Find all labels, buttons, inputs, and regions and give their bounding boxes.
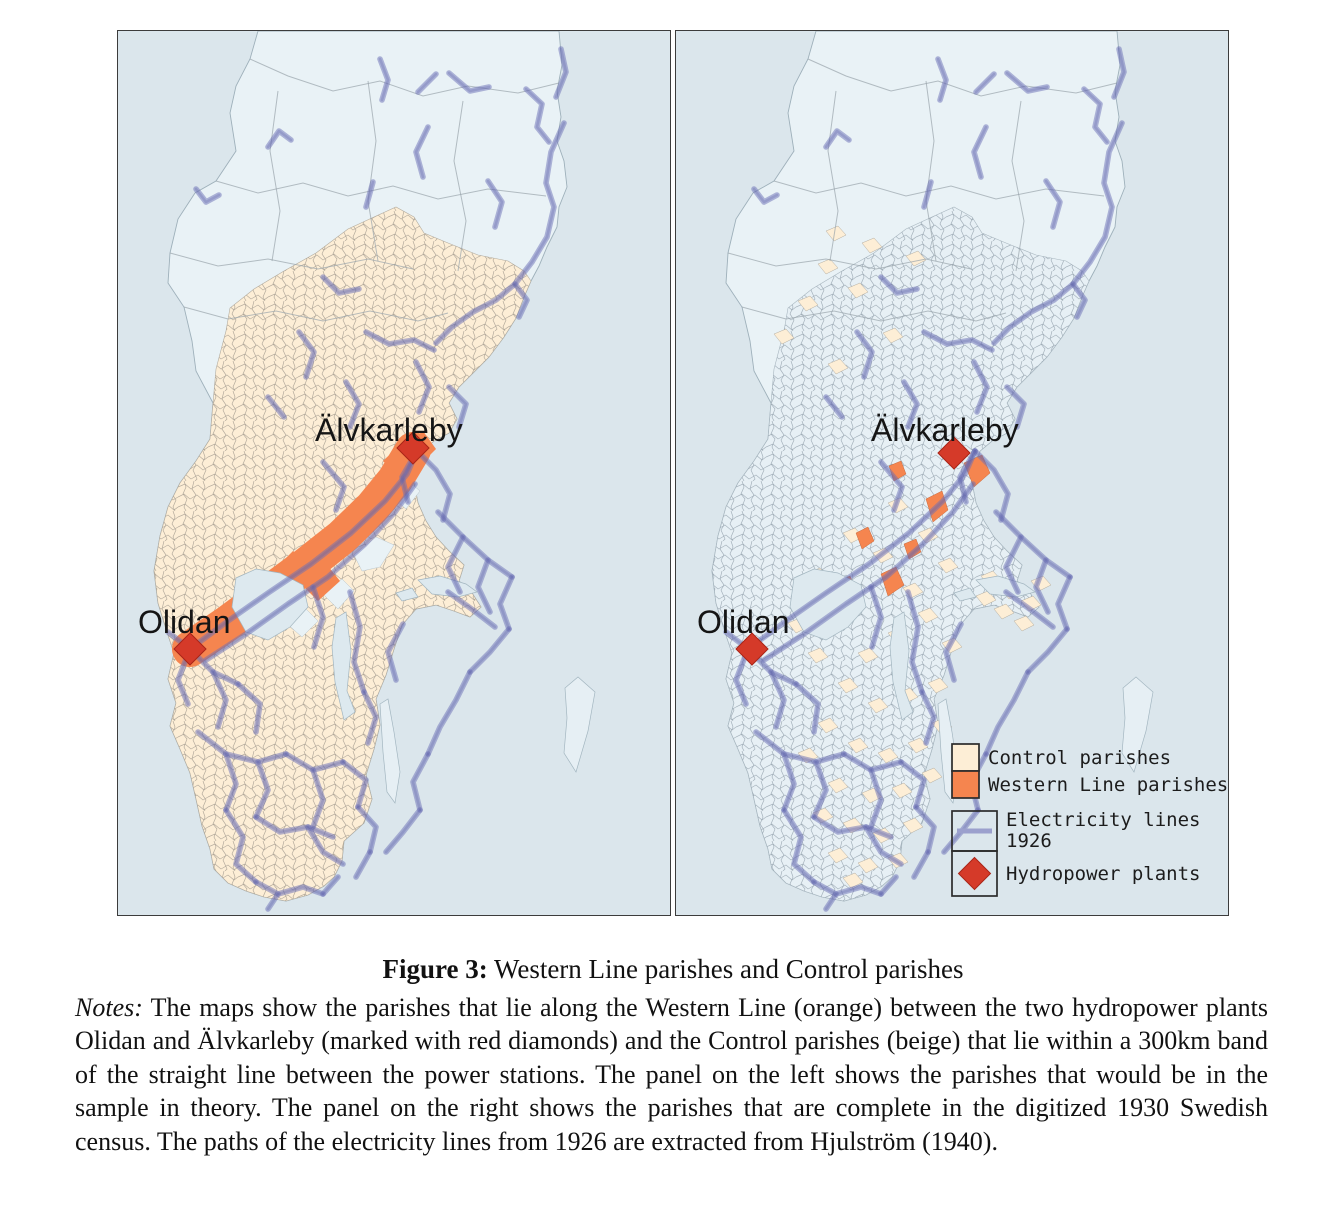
figure-maps: Älvkarleby Olidan — [117, 30, 1229, 916]
map-panel-left: Älvkarleby Olidan — [117, 30, 671, 916]
figure-notes: Notes: The maps show the parishes that l… — [75, 991, 1268, 1158]
legend-label-control: Control parishes — [988, 747, 1171, 769]
excluded-parish-patches — [285, 480, 421, 638]
alvkarleby-label-right: Älvkarleby — [871, 412, 1019, 448]
legend-swatch-hydropower — [951, 850, 998, 897]
legend-label-hydropower: Hydropower plants — [1006, 863, 1200, 885]
legend-swatch-control — [951, 743, 980, 772]
legend-label-western-line: Western Line parishes — [988, 774, 1228, 796]
legend-label-electricity-lines: Electricity lines — [1006, 809, 1200, 831]
figure-notes-text: The maps show the parishes that lie alon… — [75, 993, 1268, 1156]
figure-caption-label: Figure 3: — [382, 954, 488, 984]
map-panel-right: Älvkarleby Olidan Control parishes Weste… — [675, 30, 1229, 916]
figure-caption: Figure 3: Western Line parishes and Cont… — [117, 953, 1229, 985]
figure-caption-title: Western Line parishes and Control parish… — [487, 954, 964, 984]
legend-label-electricity-lines-year: 1926 — [1006, 830, 1052, 852]
legend-swatch-western-line — [951, 770, 980, 799]
olidan-label-left: Olidan — [138, 604, 231, 640]
olidan-label-right: Olidan — [697, 604, 790, 640]
map-legend: Control parishes Western Line parishes E… — [951, 743, 1228, 897]
figure-notes-label: Notes: — [75, 993, 143, 1022]
alvkarleby-label-left: Älvkarleby — [315, 412, 463, 448]
